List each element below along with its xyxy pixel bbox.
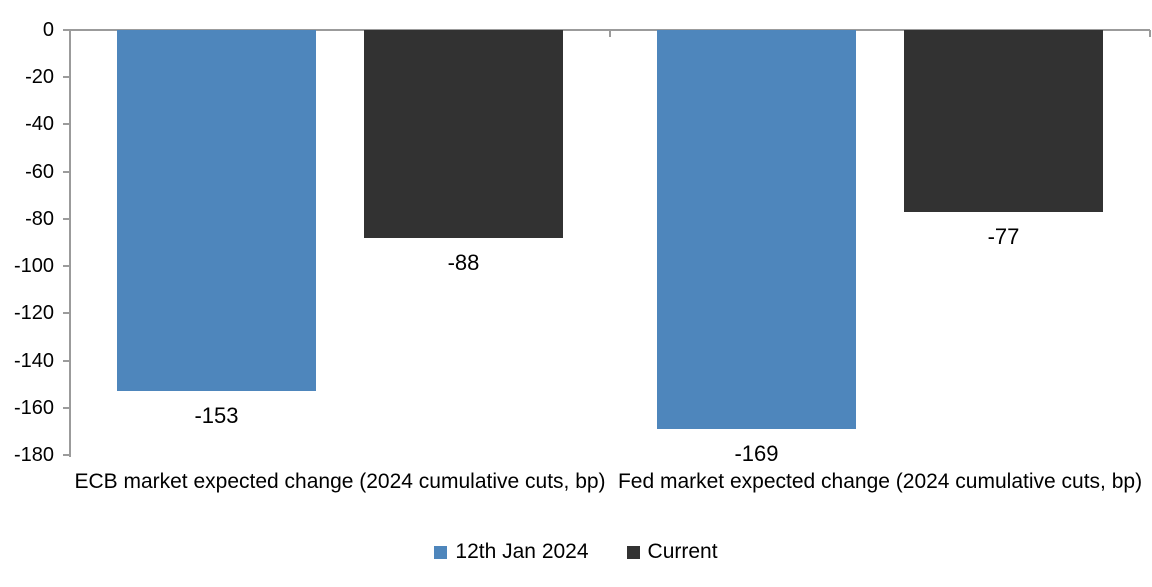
y-tick-label: -160 (13, 397, 54, 419)
data-label: -153 (194, 403, 239, 428)
bar-series1-cat1 (117, 30, 316, 391)
y-tick-label: -120 (13, 302, 54, 324)
y-tick-label: -20 (25, 66, 54, 88)
y-tick-mark (63, 218, 70, 220)
legend-swatch-icon (626, 545, 640, 559)
y-tick-label: -180 (13, 444, 54, 466)
legend-item: Current (626, 540, 718, 564)
data-label: -169 (734, 441, 779, 466)
category-tick-mark (1149, 30, 1151, 37)
legend-swatch-icon (434, 545, 448, 559)
y-tick-mark (63, 407, 70, 409)
y-tick-label: -60 (25, 161, 54, 183)
data-label: -77 (987, 224, 1020, 249)
bar-series2-cat1 (364, 30, 563, 238)
y-tick-mark (63, 360, 70, 362)
category-label: ECB market expected change (2024 cumulat… (74, 470, 606, 493)
category-tick-mark (609, 30, 611, 37)
y-tick-mark (63, 265, 70, 267)
y-tick-label: -40 (25, 113, 54, 135)
y-tick-mark (63, 171, 70, 173)
y-tick-label: 0 (42, 19, 54, 41)
legend-label: Current (647, 540, 718, 563)
y-tick-mark (63, 312, 70, 314)
y-axis-line (69, 29, 71, 457)
legend-label: 12th Jan 2024 (455, 540, 589, 563)
y-tick-label: -140 (13, 350, 54, 372)
bar-series2-cat2 (904, 30, 1103, 212)
y-tick-mark (63, 29, 70, 31)
category-label: Fed market expected change (2024 cumulat… (617, 470, 1143, 493)
legend: 12th Jan 2024 Current (0, 538, 1152, 566)
y-tick-mark (63, 123, 70, 125)
legend-item: 12th Jan 2024 (434, 540, 589, 564)
y-tick-mark (63, 76, 70, 78)
y-tick-label: -80 (25, 208, 54, 230)
data-label: -88 (447, 250, 480, 275)
y-tick-label: -100 (13, 255, 54, 277)
bar-series1-cat2 (657, 30, 856, 429)
y-tick-mark (63, 454, 70, 456)
